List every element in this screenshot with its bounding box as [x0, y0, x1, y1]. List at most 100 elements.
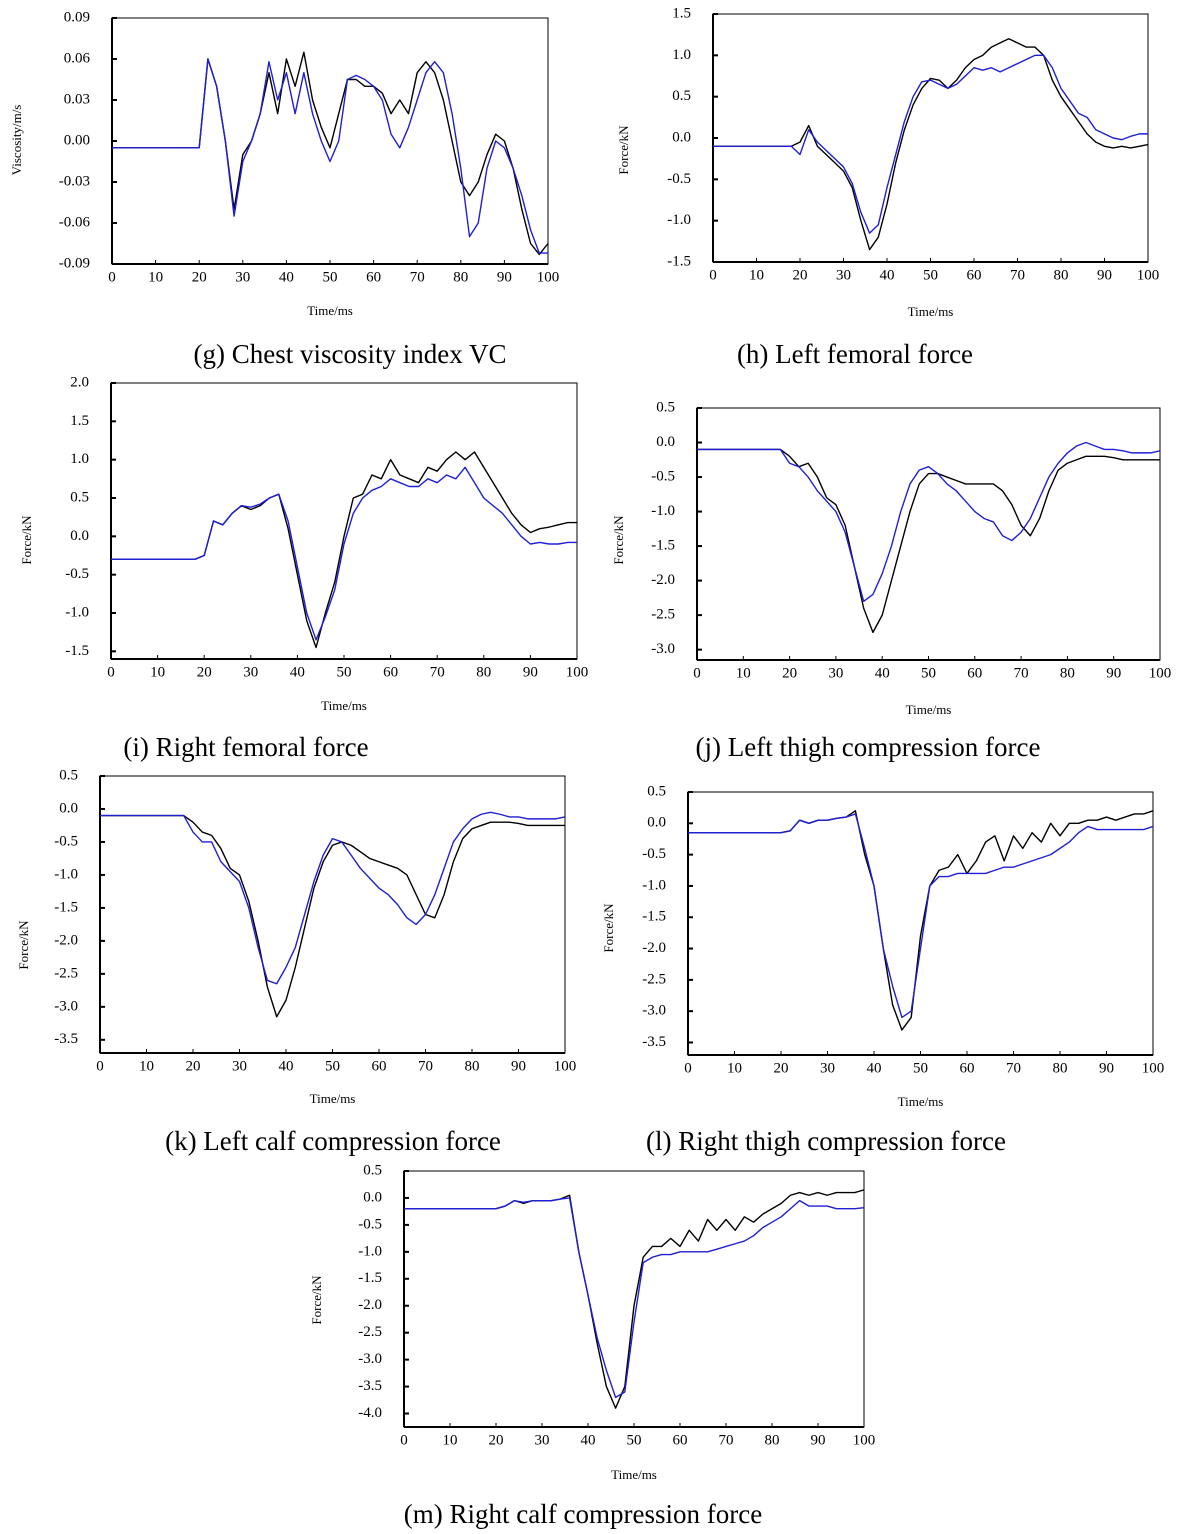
x-tick-label: 40: [290, 664, 305, 680]
y-axis-label: Force/kN: [601, 903, 616, 953]
y-tick-label: -3.0: [651, 641, 675, 657]
x-tick-label: 30: [235, 269, 250, 285]
y-tick-label: 0.06: [64, 50, 91, 66]
y-tick-label: -0.09: [59, 255, 90, 271]
series-line: [404, 1197, 865, 1399]
y-tick-label: 0.5: [672, 88, 691, 104]
series-line: [100, 811, 566, 985]
x-tick-label: 100: [1149, 665, 1172, 681]
y-tick-label: -1.0: [667, 212, 691, 228]
chart-panel: 0.09 0.06 0.03 0.00 -0.03 -0.06 -0.09 0 10 20 30 40…: [9, 9, 559, 369]
x-tick-label: 40: [880, 267, 895, 283]
series-line: [404, 1189, 865, 1409]
x-tick-label: 20: [782, 665, 797, 681]
x-tick-label: 0: [684, 1060, 692, 1076]
x-tick-label: 100: [1142, 1060, 1165, 1076]
x-tick-label: 100: [1137, 267, 1160, 283]
x-tick-label: 80: [476, 664, 491, 680]
x-tick-label: 60: [673, 1432, 688, 1448]
y-tick-label: 0.5: [656, 399, 675, 415]
y-tick-label: 0.0: [363, 1189, 382, 1205]
y-tick-label: -0.5: [65, 566, 89, 582]
plot-frame: [712, 13, 1149, 263]
series-line: [697, 448, 1160, 634]
y-axis-label: Force/kN: [616, 125, 631, 175]
x-tick-label: 10: [443, 1432, 458, 1448]
x-tick-label: 20: [489, 1432, 504, 1448]
x-tick-label: 20: [192, 269, 207, 285]
x-tick-label: 0: [709, 267, 717, 283]
y-tick-label: -3.5: [54, 1031, 78, 1047]
y-tick-label: 0.0: [70, 528, 89, 544]
x-tick-label: 40: [279, 1058, 294, 1074]
x-tick-label: 100: [537, 269, 560, 285]
y-tick-label: -4.0: [358, 1405, 382, 1421]
x-tick-label: 60: [967, 267, 982, 283]
y-tick-label: -1.5: [54, 899, 78, 915]
x-tick-label: 30: [836, 267, 851, 283]
x-tick-label: 90: [523, 664, 538, 680]
x-tick-label: 80: [765, 1432, 780, 1448]
x-tick-label: 70: [1010, 267, 1025, 283]
x-tick-label: 10: [736, 665, 751, 681]
x-tick-label: 70: [719, 1432, 734, 1448]
y-tick-label: 0.09: [64, 9, 90, 25]
y-tick-label: -1.0: [54, 866, 78, 882]
y-tick-label: -0.5: [667, 171, 691, 187]
x-tick-label: 30: [232, 1058, 247, 1074]
caption: (m) Right calf compression force: [404, 1499, 762, 1529]
x-tick-label: 90: [811, 1432, 826, 1448]
y-tick-label: -2.5: [54, 965, 78, 981]
chart-panel: 2.0 1.5 1.0 0.5 0.0 -0.5 -1.0 -1.5 0 10 20 30 40 50 60…: [19, 374, 588, 762]
series-line: [697, 441, 1161, 603]
x-tick-label: 60: [960, 1060, 975, 1076]
series-line: [111, 466, 577, 641]
x-tick-label: 90: [497, 269, 512, 285]
chart-panel: 0.5 0.0 -0.5 -1.0 -1.5 -2.0 -2.5 -3.0 -3.5 0 10 20 3…: [601, 783, 1164, 1156]
y-tick-label: 1.5: [672, 5, 691, 21]
x-tick-label: 10: [749, 267, 764, 283]
y-tick-label: 0.5: [647, 783, 666, 799]
y-axis-label: Force/kN: [19, 515, 34, 565]
chart-panel: 1.5 1.0 0.5 0.0 -0.5 -1.0 -1.5 0 10 20 30 40 50 60 70 8…: [616, 5, 1159, 369]
x-tick-label: 10: [150, 664, 165, 680]
caption: (l) Right thigh compression force: [646, 1126, 1006, 1156]
x-tick-label: 80: [1060, 665, 1075, 681]
series-line: [112, 58, 548, 254]
y-tick-label: -2.5: [651, 607, 675, 623]
x-tick-label: 10: [139, 1058, 154, 1074]
x-tick-label: 50: [921, 665, 936, 681]
x-tick-label: 50: [323, 269, 338, 285]
x-tick-label: 50: [913, 1060, 928, 1076]
caption: (j) Left thigh compression force: [696, 732, 1041, 762]
y-tick-label: -1.0: [642, 877, 666, 893]
x-tick-label: 0: [107, 664, 115, 680]
y-tick-label: -3.0: [54, 998, 78, 1014]
y-tick-label: 0.5: [70, 489, 89, 505]
y-axis-label: Force/kN: [309, 1275, 324, 1325]
caption: (g) Chest viscosity index VC: [194, 339, 507, 369]
x-tick-label: 80: [1054, 267, 1069, 283]
y-tick-label: -1.5: [358, 1270, 382, 1286]
x-tick-label: 100: [566, 664, 589, 680]
x-tick-label: 60: [366, 269, 381, 285]
y-tick-label: -1.0: [65, 604, 89, 620]
x-tick-label: 80: [465, 1058, 480, 1074]
y-tick-label: 0.5: [59, 767, 78, 783]
x-tick-label: 60: [372, 1058, 387, 1074]
y-tick-label: -1.0: [358, 1243, 382, 1259]
x-axis-label: Time/ms: [908, 304, 954, 319]
y-axis-label: Viscosity/m/s: [9, 105, 24, 176]
y-tick-label: -0.5: [642, 846, 666, 862]
x-tick-label: 20: [186, 1058, 201, 1074]
x-tick-label: 30: [828, 665, 843, 681]
y-tick-label: 0.03: [64, 91, 90, 107]
x-tick-label: 40: [875, 665, 890, 681]
x-tick-label: 50: [325, 1058, 340, 1074]
x-tick-label: 100: [853, 1432, 876, 1448]
x-tick-label: 10: [148, 269, 163, 285]
y-tick-label: -2.0: [358, 1297, 382, 1313]
x-tick-label: 90: [511, 1058, 526, 1074]
y-tick-label: -2.0: [642, 940, 666, 956]
x-tick-label: 0: [108, 269, 116, 285]
